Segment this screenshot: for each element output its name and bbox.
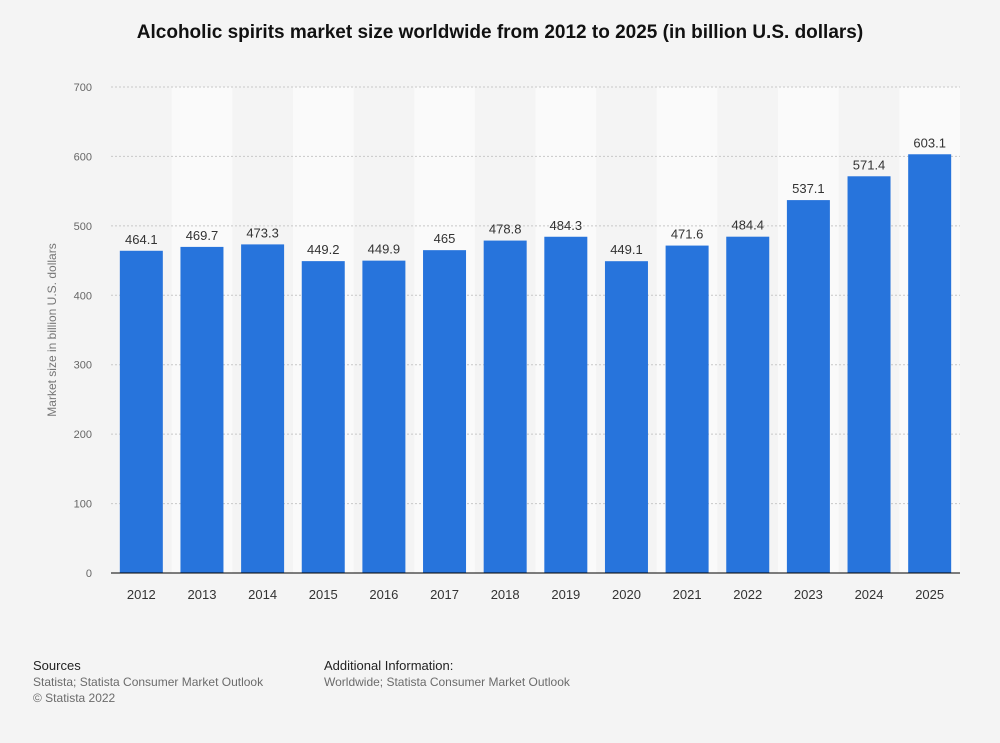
- data-label: 449.1: [610, 242, 643, 257]
- data-label: 484.4: [731, 218, 764, 233]
- y-tick-label: 100: [74, 499, 92, 511]
- bar: [241, 244, 285, 573]
- y-tick-label: 0: [86, 568, 92, 580]
- x-tick-label: 2019: [551, 587, 580, 602]
- bar: [604, 261, 648, 573]
- y-tick-label: 400: [74, 290, 92, 302]
- x-tick-label: 2024: [855, 587, 884, 602]
- bar: [362, 260, 406, 573]
- x-tick-label: 2015: [309, 587, 338, 602]
- bar: [301, 261, 345, 573]
- data-label: 484.3: [550, 218, 583, 233]
- data-label: 464.1: [125, 232, 158, 247]
- bar: [786, 200, 830, 574]
- bar: [423, 250, 467, 573]
- sources-heading: Sources: [33, 658, 81, 673]
- bar: [483, 240, 527, 574]
- data-label: 465: [434, 231, 456, 246]
- y-tick-label: 600: [74, 151, 92, 163]
- x-tick-label: 2014: [248, 587, 277, 602]
- x-tick-label: 2025: [915, 587, 944, 602]
- data-label: 473.3: [246, 225, 279, 240]
- x-tick-label: 2018: [491, 587, 520, 602]
- bar-chart: 0 100 200 300 400 500 600 700 464.1 2012 469.7 2013…: [45, 82, 960, 602]
- additional-info-text: Worldwide; Statista Consumer Market Outl…: [324, 675, 570, 689]
- bar: [908, 154, 952, 573]
- y-tick-label: 500: [74, 221, 92, 233]
- x-tick-label: 2013: [188, 587, 217, 602]
- x-tick-label: 2017: [430, 587, 459, 602]
- y-tick-label: 300: [74, 360, 92, 372]
- bar: [726, 236, 770, 574]
- sources-block: Sources Statista; Statista Consumer Mark…: [33, 658, 263, 706]
- additional-info-block: Additional Information: Worldwide; Stati…: [324, 658, 570, 690]
- bar: [180, 246, 224, 574]
- x-tick-label: 2021: [673, 587, 702, 602]
- chart-title: Alcoholic spirits market size worldwide …: [136, 22, 864, 43]
- bar: [119, 250, 163, 574]
- bar: [665, 245, 709, 573]
- data-label: 571.4: [853, 157, 886, 172]
- x-tick-label: 2022: [733, 587, 762, 602]
- y-tick-label: 200: [74, 429, 92, 441]
- y-tick-label: 700: [74, 82, 92, 94]
- data-label: 449.2: [307, 242, 340, 257]
- additional-info-heading: Additional Information:: [324, 658, 454, 673]
- bar: [544, 236, 588, 573]
- x-tick-label: 2023: [794, 587, 823, 602]
- data-label: 469.7: [186, 228, 219, 243]
- x-tick-label: 2016: [369, 587, 398, 602]
- data-label: 449.9: [368, 242, 401, 257]
- y-axis-title: Market size in billion U.S. dollars: [45, 243, 59, 416]
- sources-text: Statista; Statista Consumer Market Outlo…: [33, 675, 264, 689]
- data-label: 471.6: [671, 227, 704, 242]
- bar: [847, 176, 891, 573]
- x-tick-label: 2020: [612, 587, 641, 602]
- x-tick-label: 2012: [127, 587, 156, 602]
- data-label: 603.1: [913, 135, 946, 150]
- copyright-text: © Statista 2022: [33, 691, 116, 705]
- data-label: 537.1: [792, 181, 825, 196]
- data-label: 478.8: [489, 222, 522, 237]
